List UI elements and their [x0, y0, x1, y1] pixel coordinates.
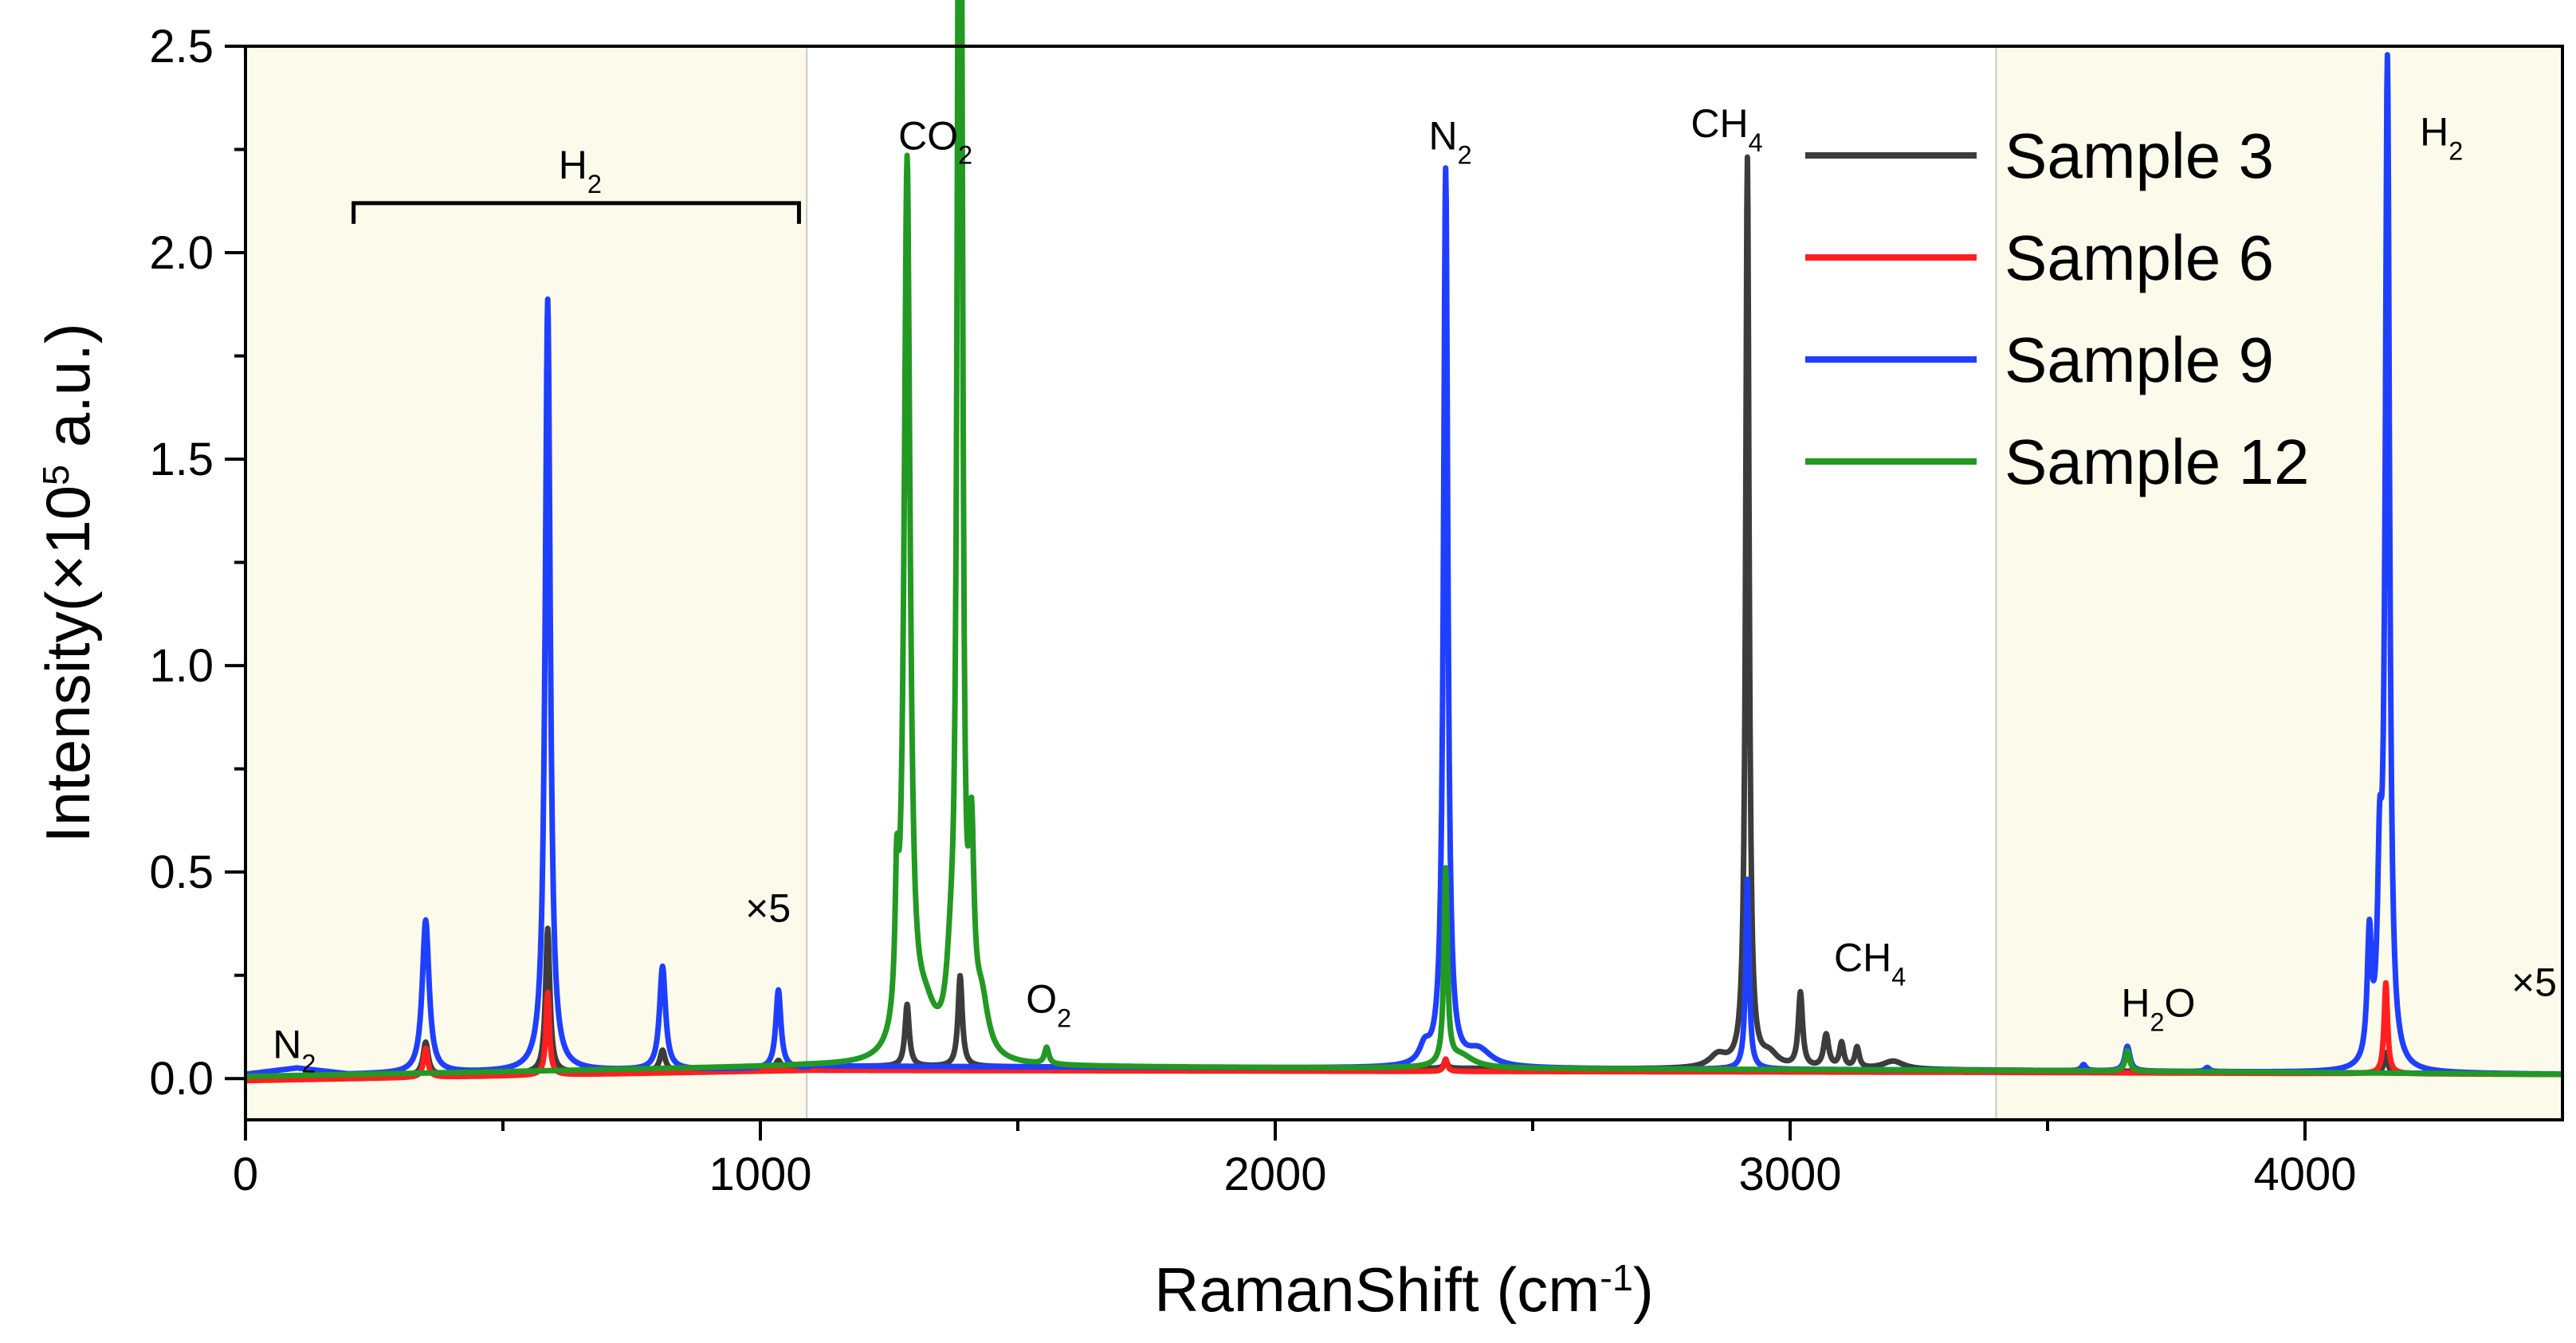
legend-label: Sample 3	[2005, 120, 2274, 191]
y-tick-label: 1.5	[149, 434, 214, 485]
annotation-x5-left: ×5	[745, 886, 791, 930]
legend-label: Sample 12	[2005, 426, 2309, 497]
legend-label: Sample 9	[2005, 324, 2274, 395]
annotation-x5-right: ×5	[2511, 960, 2557, 1005]
y-tick-label: 0.5	[149, 846, 214, 898]
plot-frame	[244, 45, 2564, 1121]
annotation-ch4-low: CH4	[1834, 935, 1906, 991]
annotation-n2-high: N2	[1429, 114, 1472, 170]
x-tick-label: 0	[233, 1149, 258, 1200]
annotation-n2-low: N2	[273, 1022, 316, 1078]
annotation-co2: CO2	[898, 114, 972, 170]
series-line-sample-12	[243, 0, 2565, 1079]
shaded-region-1	[1996, 46, 2562, 1120]
y-tick-label: 2.5	[149, 21, 214, 73]
y-axis-label: Intensity(×105 a.u.)	[33, 323, 103, 843]
x-axis-label: RamanShift (cm-1)	[1154, 1255, 1654, 1325]
y-tick-label: 2.0	[149, 227, 214, 279]
shaded-region-0	[245, 46, 807, 1120]
y-tick-label: 1.0	[149, 640, 214, 692]
x-tick-label: 3000	[1738, 1149, 1841, 1200]
annotation-h2o: H2O	[2121, 980, 2195, 1036]
annotation-h2-high: H2	[2420, 109, 2463, 165]
x-tick-label: 2000	[1223, 1149, 1326, 1200]
h2-bracket	[351, 201, 801, 224]
legend-label: Sample 6	[2005, 222, 2274, 293]
y-tick-label: 0.0	[149, 1053, 214, 1105]
x-tick-label: 1000	[709, 1149, 811, 1200]
annotation-h2-bracket: H2	[559, 143, 602, 198]
annotation-o2: O2	[1026, 976, 1071, 1032]
x-tick-label: 4000	[2253, 1149, 2356, 1200]
annotation-ch4-high: CH4	[1690, 101, 1762, 157]
